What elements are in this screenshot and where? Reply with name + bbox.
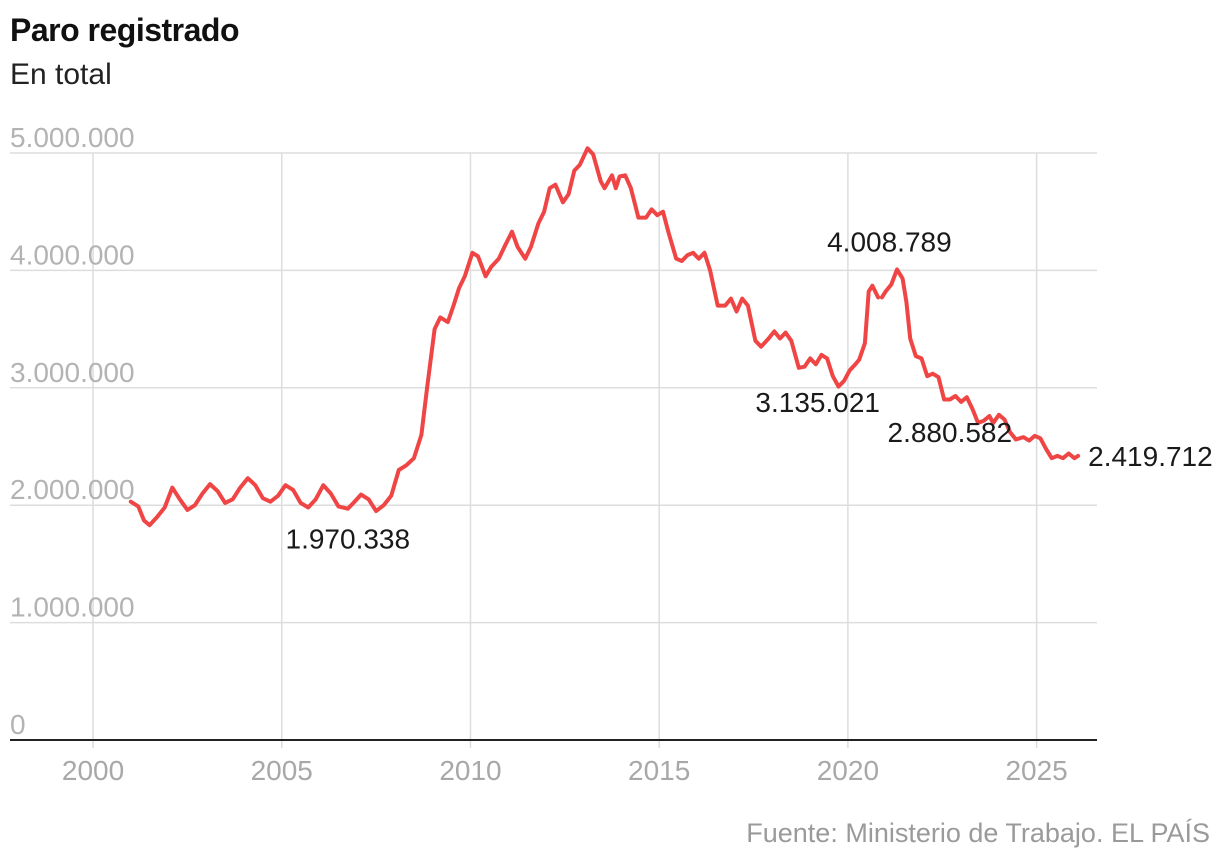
- y-tick-label: 2.000.000: [10, 474, 135, 505]
- y-tick-label: 3.000.000: [10, 357, 135, 388]
- x-tick-label: 2015: [628, 755, 690, 786]
- series-line: [128, 146, 881, 528]
- x-tick-label: 2000: [62, 755, 124, 786]
- data-label: 4.008.789: [827, 226, 952, 257]
- x-tick-label: 2020: [817, 755, 879, 786]
- y-tick-label: 0: [10, 709, 26, 740]
- x-tick-label: 2025: [1005, 755, 1067, 786]
- data-label: 2.880.582: [888, 417, 1013, 448]
- source-note: Fuente: Ministerio de Trabajo. EL PAÍS: [746, 818, 1210, 848]
- series-line: [879, 267, 1081, 461]
- x-tick-label: 2005: [251, 755, 313, 786]
- chart-subtitle: En total: [10, 58, 112, 91]
- chart-title: Paro registrado: [10, 12, 240, 48]
- data-label: 2.419.712: [1088, 441, 1213, 472]
- data-label: 3.135.021: [755, 387, 880, 418]
- data-label: 1.970.338: [286, 524, 411, 555]
- y-tick-label: 4.000.000: [10, 239, 135, 270]
- x-tick-label: 2010: [439, 755, 501, 786]
- y-tick-label: 1.000.000: [10, 592, 135, 623]
- y-tick-label: 5.000.000: [10, 122, 135, 153]
